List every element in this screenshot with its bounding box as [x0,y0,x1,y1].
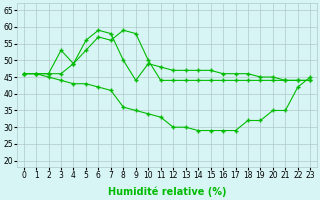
X-axis label: Humidité relative (%): Humidité relative (%) [108,186,226,197]
